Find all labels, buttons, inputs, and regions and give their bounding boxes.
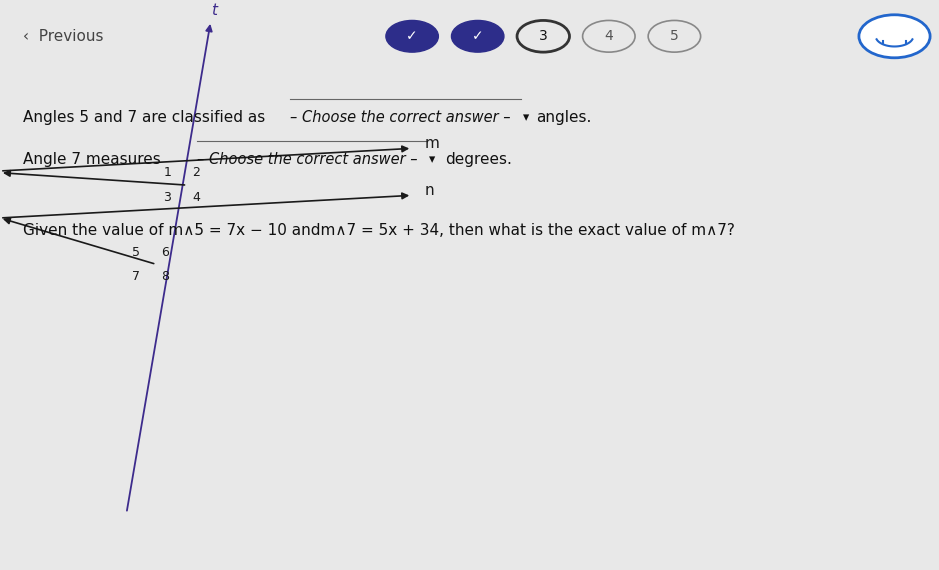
Text: t: t [210,3,217,18]
Text: ✓: ✓ [407,29,418,43]
Circle shape [648,21,700,52]
Text: 5: 5 [132,246,141,259]
Text: 4: 4 [605,29,613,43]
Text: Angles 5 and 7 are classified as: Angles 5 and 7 are classified as [23,109,266,125]
Text: degrees.: degrees. [445,152,512,167]
Text: 2: 2 [192,166,200,180]
Text: 5: 5 [670,29,679,43]
Text: Given the value of m∧5 = 7x − 10 andm∧7 = 5x + 34, then what is the exact value : Given the value of m∧5 = 7x − 10 andm∧7 … [23,223,735,238]
Text: 1: 1 [163,166,172,180]
Circle shape [386,21,439,52]
Text: angles.: angles. [536,109,592,125]
Text: 7: 7 [132,270,141,283]
Text: ▾: ▾ [523,111,529,124]
Text: – Choose the correct answer –: – Choose the correct answer – [290,109,511,125]
Text: – Choose the correct answer –: – Choose the correct answer – [196,152,417,167]
Text: ‹  Previous: ‹ Previous [23,29,104,44]
Text: ▾: ▾ [429,153,436,166]
Text: 3: 3 [163,191,172,204]
Circle shape [859,15,931,58]
Text: 3: 3 [539,29,547,43]
Text: ✓: ✓ [472,29,484,43]
Text: n: n [424,184,434,198]
Circle shape [582,21,635,52]
Text: 6: 6 [162,246,169,259]
Circle shape [452,21,504,52]
Text: Angle 7 measures: Angle 7 measures [23,152,162,167]
Text: 4: 4 [192,191,200,204]
Circle shape [517,21,569,52]
Text: m: m [424,136,439,150]
Text: 8: 8 [162,270,169,283]
